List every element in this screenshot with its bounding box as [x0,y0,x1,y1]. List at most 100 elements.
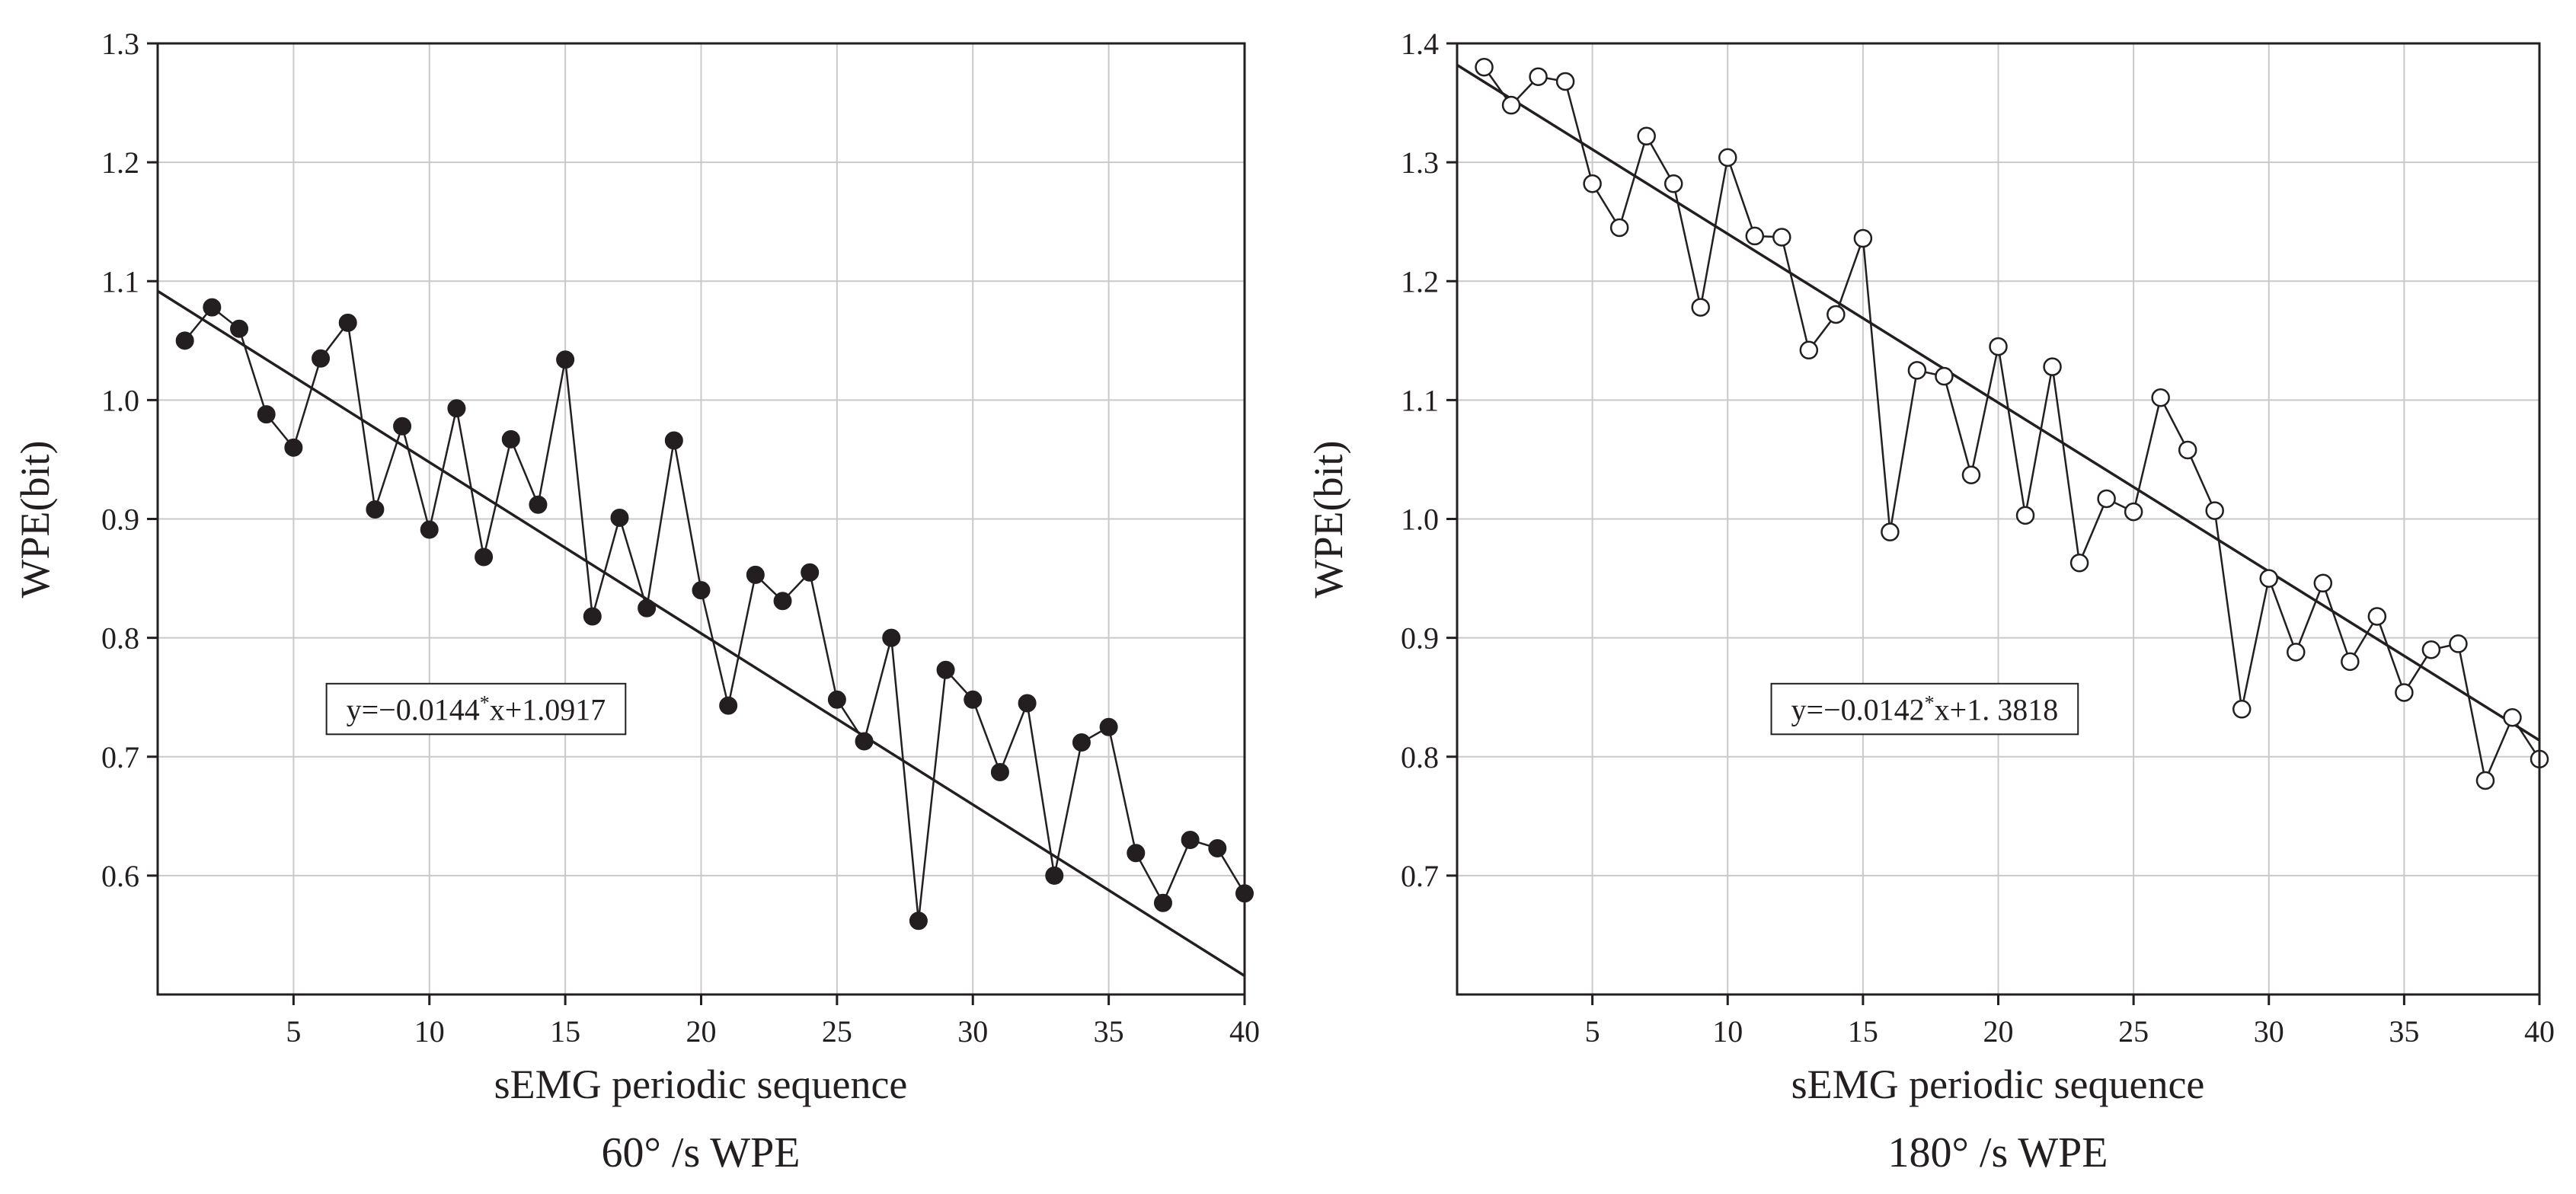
chart-60-caption: 60° /s WPE [602,1129,801,1176]
chart-180-data-point [2097,489,2116,509]
chart-180-ticks: 5 10 15 20 25 30 35 40 0.7 0.8 0.9 1.0 1.1 1.2 1.3 1.4 [1401,27,2555,1049]
chart-60-data-point [501,429,520,449]
chart-180-data-point [2367,607,2387,626]
chart-180-data-point [1772,228,1791,247]
chart-60-data-point [1045,866,1064,885]
chart-60-data-point [1018,694,1037,713]
chart-60-x-tick-label: 30 [957,1014,988,1049]
chart-180-deg: 5 10 15 20 25 30 35 400.70.80.91.01.11.21.31.4 … [1306,27,2555,1176]
chart-180-data-point [2232,700,2252,719]
chart-180-y-tick-label: 1.3 [1401,145,1439,180]
chart-180-data-point [1583,174,1602,193]
chart-180-data-point [1827,305,1846,324]
chart-180-y-tick-label: 1.0 [1401,503,1439,537]
chart-180-data-point [1475,57,1494,77]
chart-180-x-axis-title: sEMG periodic sequence [1791,1062,2205,1107]
chart-180-data-point [1555,72,1575,91]
chart-60-data-point [1208,838,1227,857]
chart-60-y-tick-label: 1.2 [101,145,139,180]
chart-60-deg: 5 10 15 20 25 30 35 400.60.70.80.91.01.11.21.3 … [12,27,1260,1176]
chart-60-data-point [447,399,466,418]
chart-60-data-point [692,581,711,600]
chart-180-x-tick-label: 25 [2118,1014,2149,1049]
chart-180-grid [1457,43,2539,994]
chart-60-fit-line [157,289,1245,977]
chart-180-data-point [1501,95,1521,115]
chart-60-data-point [230,319,249,338]
chart-180-data-point [1745,226,1765,246]
chart-180-data-point [2313,573,2333,593]
chart-180-x-tick-label: 35 [2389,1014,2419,1049]
chart-60-x-tick-label: 40 [1229,1014,1260,1049]
chart-180-data-point [2503,707,2522,727]
chart-180-data-point [1637,126,1656,146]
chart-60-x-tick-label: 15 [550,1014,580,1049]
chart-180-data-point [1881,522,1900,541]
chart-60-data-point [1181,831,1200,850]
chart-180-x-tick-label: 40 [2524,1014,2555,1049]
chart-180-data-point [1853,228,1873,248]
chart-60-data-point [909,911,928,931]
chart-180-caption: 180° /s WPE [1888,1129,2108,1176]
chart-180-y-tick-label: 0.7 [1401,859,1439,893]
chart-180-data-point [2341,652,2360,672]
chart-60-data-point [583,607,602,626]
chart-180-y-axis-title: WPE(bit) [1306,441,1351,599]
chart-180-fit-line [1456,63,2540,742]
chart-60-data-point [284,438,303,457]
chart-60-data-point [638,599,657,618]
chart-180-data-point [2124,502,2143,522]
chart-180-x-tick-label: 30 [2254,1014,2284,1049]
chart-60-x-tick-label: 25 [822,1014,852,1049]
chart-180-data-point [1935,366,1954,386]
chart-60-equation-sup: * [480,691,490,714]
chart-60-y-axis-title: WPE(bit) [12,441,58,599]
chart-60-y-tick-label: 0.8 [101,621,139,656]
chart-180-data-point [2178,440,2197,460]
chart-180-equation-frame [1770,682,2079,736]
chart-180-x-tick-label: 20 [1983,1014,2014,1049]
chart-180-data-point [2043,357,2062,376]
chart-60-x-tick-label: 10 [414,1014,445,1049]
chart-60-data-point [990,763,1009,782]
chart-60-data-point [1072,733,1091,752]
chart-60-data-point [746,565,765,584]
chart-180-x-tick-label: 15 [1848,1014,1878,1049]
chart-180-data-point [2421,640,2441,659]
chart-180-data-point [1691,298,1710,317]
chart-60-x-tick-label: 35 [1094,1014,1124,1049]
chart-60-data-point [610,508,629,527]
chart-180-equation-suffix: x+1. 3818 [1935,692,2059,726]
chart-60-data-point [175,331,194,350]
chart-60-equation-main: y=−0.0144 [347,692,480,726]
chart-60-data-point [719,696,738,715]
chart-60-equation-text: y=−0.0144*x+1.0917 [347,691,606,727]
chart-60-data-point [203,298,222,317]
chart-60-data-point [964,690,983,709]
chart-60-data-point [664,431,683,450]
chart-180-y-tick-label: 0.8 [1401,740,1439,774]
chart-60-data-point [882,628,901,647]
chart-180-y-tick-label: 1.1 [1401,383,1439,417]
chart-180-data-point [2475,771,2495,790]
chart-180-data-point [2395,683,2414,702]
chart-60-data-point [366,500,385,519]
chart-180-data-point [2449,634,2468,653]
chart-60-x-axis-title: sEMG periodic sequence [494,1062,908,1107]
chart-180-data-point [1961,465,1981,484]
chart-180-data-point [2151,388,2170,407]
chart-60-data-point [420,520,439,539]
chart-60-y-tick-label: 0.6 [101,859,139,893]
chart-60-data-point [393,417,412,436]
chart-180-data-point [1799,340,1819,360]
chart-60-data-point [529,495,548,514]
chart-180-data-point [2287,643,2306,662]
chart-60-data-point [257,405,276,424]
chart-180-series-line [1483,66,2541,784]
chart-60-equation-box: y=−0.0144*x+1.0917 [325,682,627,736]
chart-180-y-tick-label: 1.2 [1401,264,1439,298]
chart-180-equation-box: y=−0.0142*x+1. 3818 [1770,682,2079,736]
chart-60-data-point [936,660,955,679]
chart-180-data-point [1664,174,1683,193]
chart-180-equation-text: y=−0.0142*x+1. 3818 [1791,691,2059,727]
